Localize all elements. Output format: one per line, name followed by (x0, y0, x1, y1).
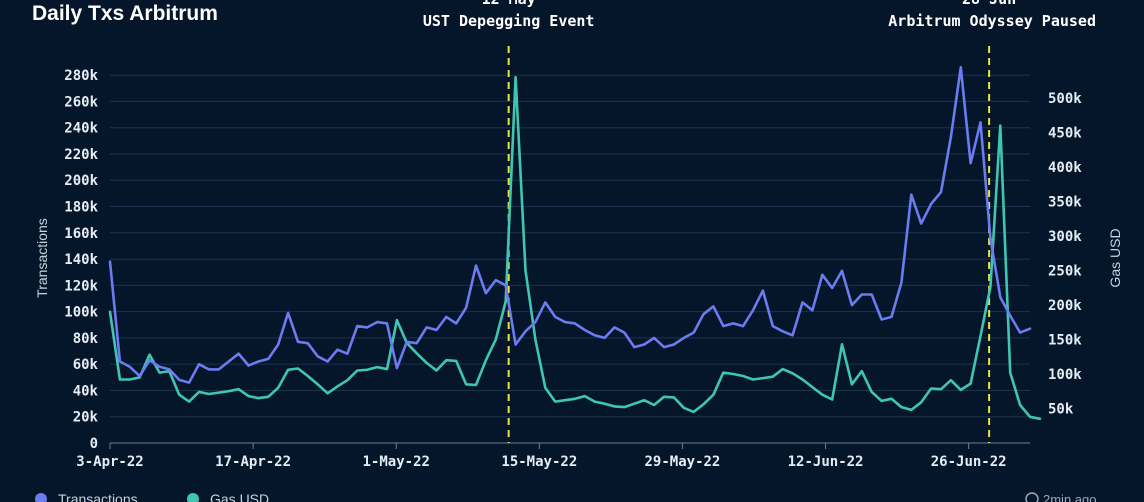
annotation-date: 12 May (482, 0, 536, 8)
x-tick-label: 26-Jun-22 (931, 454, 1007, 470)
legend-marker-transactions (35, 493, 47, 502)
series-line-gas-usd (108, 75, 1042, 421)
annotation-event: Arbitrum Odyssey Paused (888, 12, 1096, 30)
y-left-tick-label: 260k (64, 94, 98, 110)
x-tick-label: 15-May-22 (501, 454, 577, 470)
y-right-tick-label: 350k (1048, 194, 1082, 210)
y-left-tick-label: 80k (73, 331, 99, 347)
y-right-tick-label: 400k (1048, 160, 1082, 176)
annotations: 12 May UST Depegging Event 28 Jun Arbitrum … (423, 0, 1096, 443)
x-ticks: 3-Apr-22 17-Apr-22 1-May-22 15-May-22 29-May… (76, 443, 1007, 470)
x-tick-label: 29-May-22 (645, 454, 721, 470)
series-line-transactions (108, 66, 1032, 384)
y-left-tick-label: 40k (73, 383, 99, 399)
y-left-tick-label: 140k (64, 252, 98, 268)
y-right-tick-label: 500k (1048, 91, 1082, 107)
y-right-tick-label: 200k (1048, 298, 1082, 314)
y-left-tick-label: 0 (90, 436, 98, 452)
y-left-tick-label: 120k (64, 278, 98, 294)
x-tick-label: 1-May-22 (363, 454, 430, 470)
y-left-tick-label: 160k (64, 226, 98, 242)
legend: Transactions Gas USD (35, 491, 269, 502)
y-right-tick-label: 150k (1048, 332, 1082, 348)
y-left-tick-label: 240k (64, 121, 98, 137)
chart-title: Daily Txs Arbitrum (32, 2, 218, 25)
x-tick-label: 3-Apr-22 (76, 454, 143, 470)
annotation-event: UST Depegging Event (423, 12, 595, 30)
y-left-tick-label: 220k (64, 147, 98, 163)
y-left-tick-label: 200k (64, 173, 98, 189)
y-right-tick-label: 100k (1048, 367, 1082, 383)
y-left-tick-label: 180k (64, 200, 98, 216)
y-left-tick-label: 60k (73, 357, 99, 373)
series-lines (108, 66, 1042, 421)
y-left-tick-label: 20k (73, 410, 99, 426)
y-right-axis-title: Gas USD (1107, 228, 1123, 287)
y-left-axis-title: Transactions (34, 218, 50, 298)
legend-label-gas-usd[interactable]: Gas USD (210, 491, 269, 502)
footer-timestamp: 2min ago (1025, 492, 1096, 502)
y-right-tick-label: 300k (1048, 229, 1082, 245)
x-tick-label: 17-Apr-22 (215, 454, 291, 470)
y-right-tick-label: 450k (1048, 125, 1082, 141)
y-left-ticks: 0 20k 40k 60k 80k 100k 120k 140k 160k 180k 200k 220… (64, 68, 98, 452)
y-right-ticks: 50k 100k 150k 200k 250k 300k 350k 400k 450k 500k (1048, 91, 1082, 418)
y-left-tick-label: 100k (64, 305, 98, 321)
grid-lines (110, 74, 1030, 444)
y-left-tick-label: 280k (64, 68, 98, 84)
footer-time-label: 2min ago (1043, 492, 1096, 502)
y-right-tick-label: 250k (1048, 263, 1082, 279)
legend-label-transactions[interactable]: Transactions (58, 491, 138, 502)
annotation-date: 28 Jun (962, 0, 1016, 8)
legend-marker-gas-usd (187, 493, 199, 502)
x-tick-label: 12-Jun-22 (788, 454, 864, 470)
clock-icon (1025, 492, 1039, 502)
y-right-tick-label: 50k (1048, 401, 1074, 417)
